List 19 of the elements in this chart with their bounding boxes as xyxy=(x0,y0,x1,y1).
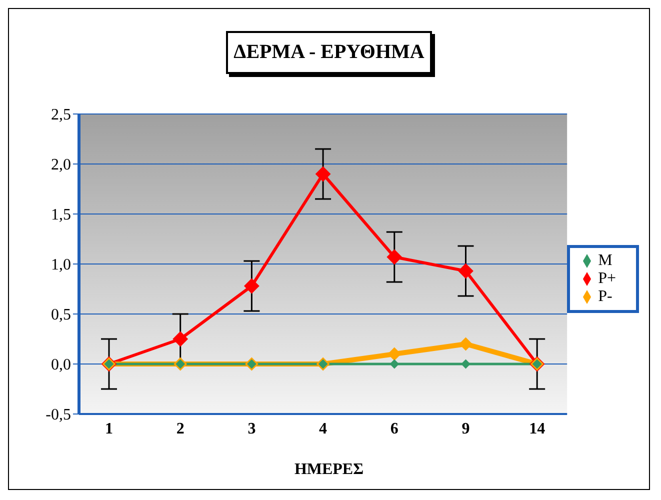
legend-label: P- xyxy=(598,288,612,305)
y-tick-label: 2,5 xyxy=(51,106,71,124)
chart-title: ΔΕΡΜΑ - ΕΡΥΘΗΜΑ xyxy=(226,31,432,74)
x-tick-label: 6 xyxy=(390,420,398,438)
y-tick-label: 1,0 xyxy=(51,256,71,274)
y-tick-label: 0,5 xyxy=(51,306,71,324)
y-tick-label: 2,0 xyxy=(51,156,71,174)
x-tick-label: 3 xyxy=(248,420,256,438)
y-tick-label: 0,0 xyxy=(51,356,71,374)
y-tick-label: 1,5 xyxy=(51,206,71,224)
x-tick-label: 4 xyxy=(319,420,328,438)
legend-label: P+ xyxy=(598,270,616,287)
x-tick-label: 2 xyxy=(176,420,184,438)
legend-label: M xyxy=(598,252,612,269)
x-tick-label: 1 xyxy=(105,420,113,438)
x-tick-label: 9 xyxy=(462,420,470,438)
y-tick-label: -0,5 xyxy=(46,406,71,424)
x-axis-title: ΗΜΕΡΕΣ xyxy=(293,461,365,479)
x-tick-label: 14 xyxy=(529,420,546,438)
